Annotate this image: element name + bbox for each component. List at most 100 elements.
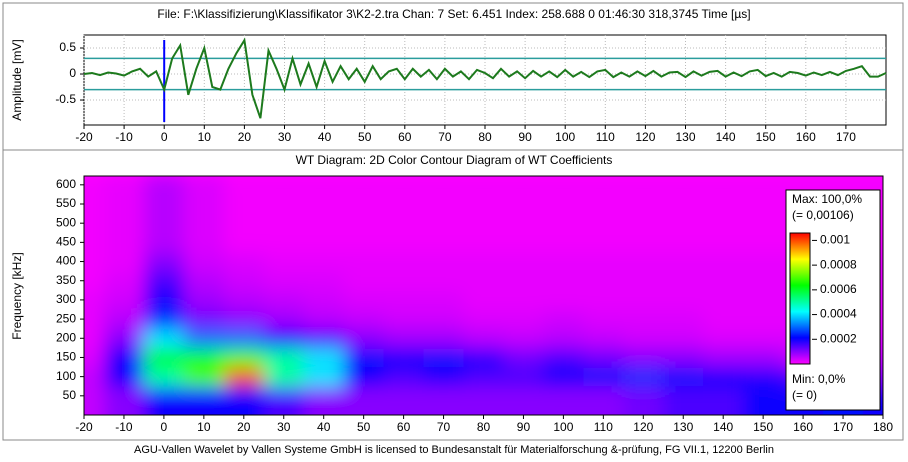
heat-cell [543, 367, 584, 387]
heat-cell [743, 232, 784, 253]
heat-cell [623, 367, 664, 387]
heat-cell [743, 271, 784, 291]
heat-cell [743, 309, 784, 330]
y-tick-label: 500 [56, 215, 76, 229]
heat-cell [343, 347, 385, 368]
x-tick-label: 140 [713, 420, 733, 434]
heat-cell [463, 290, 504, 311]
heat-cell [503, 194, 544, 215]
x-tick-label: 80 [477, 420, 491, 434]
heat-cell [143, 194, 185, 215]
x-tick-label: 10 [198, 130, 212, 144]
heat-cell [84, 213, 105, 234]
heat-cell [543, 176, 584, 195]
heat-cell [743, 367, 784, 387]
y-axis-label: Amplitude [mV] [10, 39, 24, 120]
heat-cell [84, 386, 105, 415]
heat-cell [423, 194, 465, 215]
heat-cell [623, 328, 664, 349]
heat-cell [303, 176, 345, 195]
y-tick-label: 600 [56, 177, 76, 191]
x-tick-label: 180 [873, 420, 893, 434]
footer: AGU-Vallen Wavelet by Vallen Systeme Gmb… [134, 444, 774, 456]
y-tick-label: 50 [63, 388, 77, 402]
heat-cell [223, 271, 265, 291]
heat-cell [623, 347, 664, 368]
heat-cell [223, 213, 265, 234]
heat-cell [303, 271, 345, 291]
heat-cell [223, 328, 265, 349]
heat-cell [183, 271, 225, 291]
heat-cell [103, 271, 145, 291]
heat-cell [263, 271, 305, 291]
heat-cell [503, 347, 544, 368]
x-tick-label: 110 [594, 420, 613, 434]
heat-cell [543, 347, 584, 368]
heat-cell [583, 232, 624, 253]
heat-cell [223, 290, 265, 311]
y-tick-label: 350 [56, 273, 76, 287]
heat-cell [543, 309, 584, 330]
colorbar-tick-label: 0.0004 [820, 307, 857, 321]
heat-cell [583, 194, 624, 215]
heat-cell [623, 271, 664, 291]
heat-cell [543, 232, 584, 253]
heat-cell [223, 232, 265, 253]
heat-cell [103, 328, 145, 349]
heat-cell [103, 290, 145, 311]
heat-layer [84, 176, 883, 415]
heat-cell [84, 194, 105, 215]
heat-cell [543, 328, 584, 349]
heat-cell [103, 176, 145, 195]
heat-cell [343, 367, 385, 387]
heat-cell [703, 251, 744, 272]
heat-cell [343, 194, 385, 215]
heat-cell [84, 347, 105, 368]
heat-cell [663, 328, 704, 349]
heat-cell [583, 251, 624, 272]
colorbar-tick-label: 0.001 [820, 233, 850, 247]
heat-cell [263, 328, 305, 349]
heat-cell [303, 367, 345, 387]
heat-cell [343, 271, 385, 291]
colorbar-tick-label: 0.0002 [820, 331, 857, 345]
heat-cell [423, 386, 465, 415]
heat-cell [383, 347, 425, 368]
x-tick-label: 60 [397, 420, 411, 434]
heat-cell [383, 367, 425, 387]
heat-cell [703, 194, 744, 215]
heat-cell [463, 251, 504, 272]
heat-cell [103, 347, 145, 368]
heat-cell [183, 386, 225, 415]
heat-cell [663, 386, 704, 415]
heat-cell [263, 290, 305, 311]
heat-cell [263, 213, 305, 234]
heat-cell [183, 213, 225, 234]
y-tick-label: 300 [56, 292, 76, 306]
heat-cell [383, 194, 425, 215]
y-tick-label: -0.5 [55, 92, 76, 106]
heat-cell [583, 213, 624, 234]
heat-cell [503, 176, 544, 195]
heat-cell [143, 176, 185, 195]
heat-cell [103, 213, 145, 234]
heat-cell [703, 347, 744, 368]
heat-cell [503, 328, 544, 349]
heat-cell [223, 251, 265, 272]
y-axis-label: Frequency [kHz] [10, 252, 24, 339]
heat-cell [743, 176, 784, 195]
heat-cell [223, 309, 265, 330]
heat-cell [343, 213, 385, 234]
x-tick-label: -20 [75, 420, 93, 434]
heat-cell [543, 194, 584, 215]
x-tick-label: 110 [596, 130, 615, 144]
heat-cell [383, 232, 425, 253]
legend-min: Min: 0,0% [792, 372, 846, 386]
heat-cell [143, 271, 185, 291]
heat-cell [343, 309, 385, 330]
heat-cell [263, 309, 305, 330]
y-tick-label: 0.5 [59, 40, 76, 54]
heat-cell [583, 386, 624, 415]
colorbar-tick-label: 0.0008 [820, 257, 857, 271]
x-tick-label: 40 [317, 420, 331, 434]
